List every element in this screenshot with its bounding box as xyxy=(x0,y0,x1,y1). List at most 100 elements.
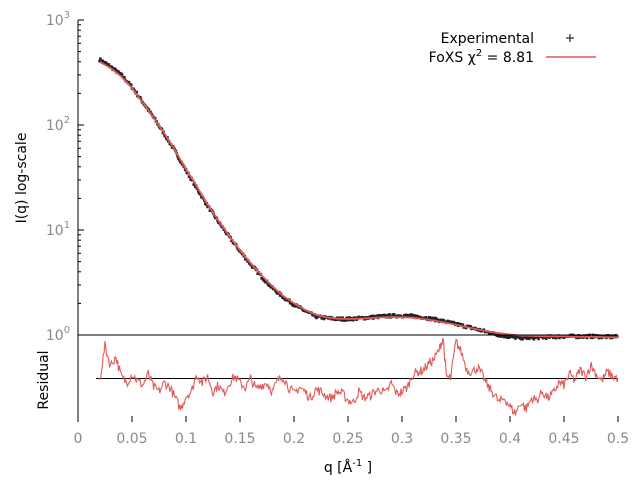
x-tick-label: 0.3 xyxy=(391,431,413,447)
experimental-point xyxy=(434,316,438,320)
experimental-point xyxy=(514,337,517,340)
experimental-point xyxy=(192,183,196,186)
experimental-point xyxy=(532,337,536,341)
residual-curve-group xyxy=(99,337,619,416)
experimental-point xyxy=(376,314,379,318)
experimental-point xyxy=(256,272,260,276)
experimental-point xyxy=(537,337,540,341)
experimental-point xyxy=(521,337,525,340)
experimental-point xyxy=(385,314,388,317)
experimental-point xyxy=(513,335,516,338)
experimental-point xyxy=(585,336,589,340)
experimental-point xyxy=(548,336,551,339)
x-tick-label: 0.15 xyxy=(224,431,255,447)
experimental-point xyxy=(544,337,548,340)
y-tick-label: 101 xyxy=(46,220,70,239)
experimental-point xyxy=(431,318,435,321)
experimental-point xyxy=(541,336,545,340)
experimental-point xyxy=(120,73,124,76)
experimental-point xyxy=(554,336,558,340)
experimental-point xyxy=(454,322,458,325)
x-ticks: 0 0.05 0.1 0.15 0.2 0.25 0.3 0.35 0.4 0.45 0.5 xyxy=(74,416,629,447)
experimental-point xyxy=(197,190,200,193)
x-tick-label: 0.1 xyxy=(175,431,197,447)
experimental-point xyxy=(352,318,355,322)
experimental-point xyxy=(456,322,459,325)
experimental-point xyxy=(576,336,580,340)
experimental-point xyxy=(499,335,503,338)
experimental-point xyxy=(98,59,101,63)
experimental-point xyxy=(99,57,102,61)
experimental-point xyxy=(107,63,111,66)
x-tick-label: 0.05 xyxy=(116,431,147,447)
experimental-point xyxy=(596,334,600,337)
residual-line xyxy=(99,337,619,416)
residual-axis-title: Residual xyxy=(36,350,52,409)
experimental-point xyxy=(165,137,169,141)
legend-label-experimental: Experimental xyxy=(441,31,534,47)
experimental-point xyxy=(251,266,254,269)
y-tick-label: 102 xyxy=(46,115,70,134)
experimental-point xyxy=(110,65,114,69)
experimental-point xyxy=(135,90,138,94)
x-axis-title: q [Å-1 ] xyxy=(324,458,372,476)
experimental-point xyxy=(344,319,347,322)
experimental-point xyxy=(315,315,319,319)
experimental-point xyxy=(278,294,282,297)
y-tick-label: 103 xyxy=(46,10,70,29)
y-tick-label: 100 xyxy=(46,325,70,344)
experimental-point xyxy=(371,314,374,318)
legend-label-foxs: FoXS χ2 = 8.81 xyxy=(429,48,534,66)
experimental-point xyxy=(502,335,506,339)
experimental-point xyxy=(363,317,367,321)
experimental-point xyxy=(433,317,436,320)
y-axis-title: I(q) log-scale xyxy=(14,133,30,224)
experimental-point xyxy=(354,316,358,320)
experimental-point xyxy=(574,334,577,338)
experimental-point xyxy=(127,80,131,84)
experimental-point xyxy=(527,337,531,341)
experimental-point xyxy=(436,319,440,322)
experimental-point xyxy=(350,318,354,322)
x-tick-label: 0.25 xyxy=(332,431,363,447)
experimental-point xyxy=(582,334,586,337)
x-tick-label: 0.2 xyxy=(283,431,305,447)
legend: Experimental FoXS χ2 = 8.81 xyxy=(429,31,596,66)
experimental-point xyxy=(453,321,456,325)
x-tick-label: 0.35 xyxy=(440,431,471,447)
x-tick-label: 0.5 xyxy=(607,431,629,447)
experimental-point xyxy=(388,313,391,316)
experimental-point xyxy=(139,96,142,99)
experimental-point xyxy=(591,336,594,340)
experimental-point xyxy=(208,209,212,212)
residual-panel: Residual xyxy=(36,334,619,422)
experimental-point xyxy=(335,318,338,322)
experimental-point xyxy=(290,302,293,305)
experimental-point xyxy=(585,334,588,337)
experimental-point xyxy=(599,334,603,338)
x-tick-label: 0.45 xyxy=(548,431,579,447)
intensity-panel: 100 101 102 103 I(q) log-scale Experimental… xyxy=(14,10,619,344)
experimental-point xyxy=(345,316,349,320)
experimental-point xyxy=(428,316,432,319)
legend-marker-experimental xyxy=(566,34,574,42)
experimental-point xyxy=(464,326,468,330)
experimental-point xyxy=(178,159,182,163)
experimental-point xyxy=(338,316,342,320)
experimental-point xyxy=(461,323,465,327)
experimental-point xyxy=(292,303,296,307)
experimental-point xyxy=(122,76,126,79)
experimental-point xyxy=(369,315,373,318)
experimental-point xyxy=(274,290,278,293)
x-tick-label: 0 xyxy=(74,431,83,447)
experimental-point xyxy=(527,335,530,339)
experimental-point xyxy=(440,318,443,322)
experimental-point xyxy=(430,316,433,320)
experimental-point xyxy=(579,334,583,338)
experimental-point xyxy=(392,313,396,316)
experimental-point xyxy=(116,69,120,73)
experimental-point xyxy=(114,68,118,72)
experimental-point xyxy=(321,317,324,320)
experimental-point xyxy=(609,334,613,337)
